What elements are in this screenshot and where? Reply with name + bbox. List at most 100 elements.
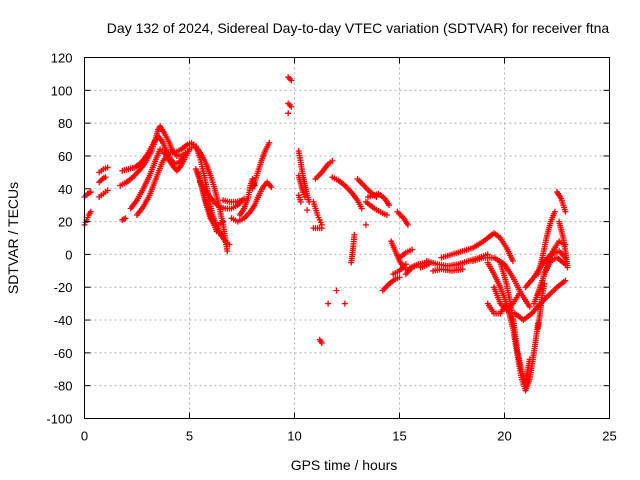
x-tick-label: 20 bbox=[497, 429, 511, 444]
data-point-marker bbox=[102, 174, 109, 181]
data-series-t23 bbox=[295, 192, 304, 205]
data-point-marker bbox=[224, 248, 231, 255]
data-point-marker bbox=[304, 207, 311, 214]
data-series-t36 bbox=[362, 198, 390, 219]
y-tick-label: -40 bbox=[54, 313, 73, 328]
data-series-t12 bbox=[194, 169, 227, 228]
data-series-t6 bbox=[119, 215, 129, 223]
data-series-t28 bbox=[316, 336, 325, 347]
data-point-marker bbox=[503, 300, 510, 307]
data-point-marker bbox=[551, 208, 558, 215]
data-point-marker bbox=[297, 198, 304, 205]
y-tick-label: 60 bbox=[58, 149, 72, 164]
x-tick-label: 5 bbox=[186, 429, 193, 444]
x-tick-label: 10 bbox=[287, 429, 301, 444]
data-series-t47 bbox=[417, 261, 432, 271]
y-tick-label: 80 bbox=[58, 116, 72, 131]
data-series-t48 bbox=[438, 230, 516, 264]
y-tick-label: 20 bbox=[58, 215, 72, 230]
data-point-marker bbox=[87, 189, 94, 196]
data-point-marker bbox=[358, 205, 365, 212]
data-point-marker bbox=[318, 221, 325, 228]
data-series-t17 bbox=[249, 139, 273, 192]
data-point-marker bbox=[425, 261, 432, 268]
y-tick-label: -100 bbox=[46, 412, 72, 427]
data-points bbox=[81, 74, 571, 394]
data-series-t2 bbox=[81, 189, 94, 200]
data-series-t5 bbox=[96, 164, 111, 176]
data-point-marker bbox=[302, 193, 308, 200]
data-point-marker bbox=[362, 221, 369, 228]
data-series-t4 bbox=[96, 174, 109, 186]
data-series-t46 bbox=[430, 266, 466, 274]
data-series-t27 bbox=[312, 157, 336, 182]
y-tick-label: 40 bbox=[58, 182, 72, 197]
data-point-marker bbox=[459, 266, 466, 273]
y-tick-label: -60 bbox=[54, 346, 73, 361]
data-point-marker bbox=[396, 274, 403, 281]
data-series-t54 bbox=[512, 277, 569, 324]
data-series-t32 bbox=[341, 300, 348, 307]
data-point-marker bbox=[351, 231, 358, 238]
x-tick-label: 25 bbox=[602, 429, 616, 444]
data-series-t19 bbox=[285, 100, 295, 110]
data-series-t9 bbox=[127, 143, 231, 255]
data-series-t30 bbox=[329, 174, 365, 212]
data-series-t40 bbox=[390, 261, 409, 278]
data-point-marker bbox=[104, 164, 111, 171]
data-series-t60 bbox=[554, 189, 569, 215]
data-series-t38 bbox=[379, 274, 403, 294]
data-series-t21 bbox=[295, 148, 313, 205]
data-point-marker bbox=[266, 139, 273, 146]
data-series-t58 bbox=[535, 254, 569, 297]
data-series-t61 bbox=[556, 218, 571, 271]
data-series-t37 bbox=[365, 190, 392, 209]
grid-lines bbox=[84, 57, 610, 419]
data-series-t3 bbox=[96, 187, 111, 200]
data-point-marker bbox=[341, 300, 348, 307]
data-point-marker bbox=[104, 187, 111, 194]
data-series-t42 bbox=[394, 208, 411, 228]
data-series-t26 bbox=[310, 198, 325, 228]
data-series-t16 bbox=[236, 175, 258, 219]
data-series-t29 bbox=[325, 300, 332, 307]
data-point-marker bbox=[288, 103, 295, 110]
data-point-marker bbox=[122, 215, 129, 222]
y-tick-label: 100 bbox=[51, 83, 73, 98]
data-point-marker bbox=[516, 290, 523, 297]
data-point-marker bbox=[87, 208, 94, 215]
plot-frame bbox=[84, 57, 610, 419]
y-tick-label: 0 bbox=[65, 247, 72, 262]
x-axis-label: GPS time / hours bbox=[291, 457, 398, 473]
data-point-marker bbox=[318, 340, 325, 347]
data-point-marker bbox=[562, 208, 569, 215]
data-series-t25 bbox=[310, 225, 325, 232]
data-point-marker bbox=[325, 300, 332, 307]
data-point-marker bbox=[333, 287, 340, 294]
data-point-marker bbox=[562, 277, 569, 284]
data-point-marker bbox=[509, 257, 516, 264]
y-axis-label: SDTVAR / TECUs bbox=[5, 182, 21, 294]
data-point-marker bbox=[404, 221, 411, 228]
data-series-t14 bbox=[220, 197, 245, 205]
data-point-marker bbox=[386, 202, 392, 209]
data-series-t24 bbox=[304, 207, 311, 214]
data-point-marker bbox=[288, 77, 295, 84]
data-point-marker bbox=[268, 184, 275, 191]
data-series-t35 bbox=[362, 221, 369, 228]
data-series-t52 bbox=[491, 284, 523, 314]
data-point-marker bbox=[402, 261, 409, 268]
y-tick-label: -20 bbox=[54, 280, 73, 295]
data-point-marker bbox=[329, 157, 336, 164]
data-point-marker bbox=[541, 280, 548, 287]
data-point-marker bbox=[526, 356, 533, 363]
data-point-marker bbox=[526, 303, 533, 310]
data-point-marker bbox=[226, 241, 233, 248]
data-point-marker bbox=[383, 212, 390, 219]
chart-title: Day 132 of 2024, Sidereal Day-to-day VTE… bbox=[107, 20, 610, 36]
data-series-t57 bbox=[535, 208, 558, 278]
data-series-t22 bbox=[295, 172, 308, 200]
data-point-marker bbox=[218, 231, 224, 238]
data-series-t53 bbox=[484, 300, 510, 317]
